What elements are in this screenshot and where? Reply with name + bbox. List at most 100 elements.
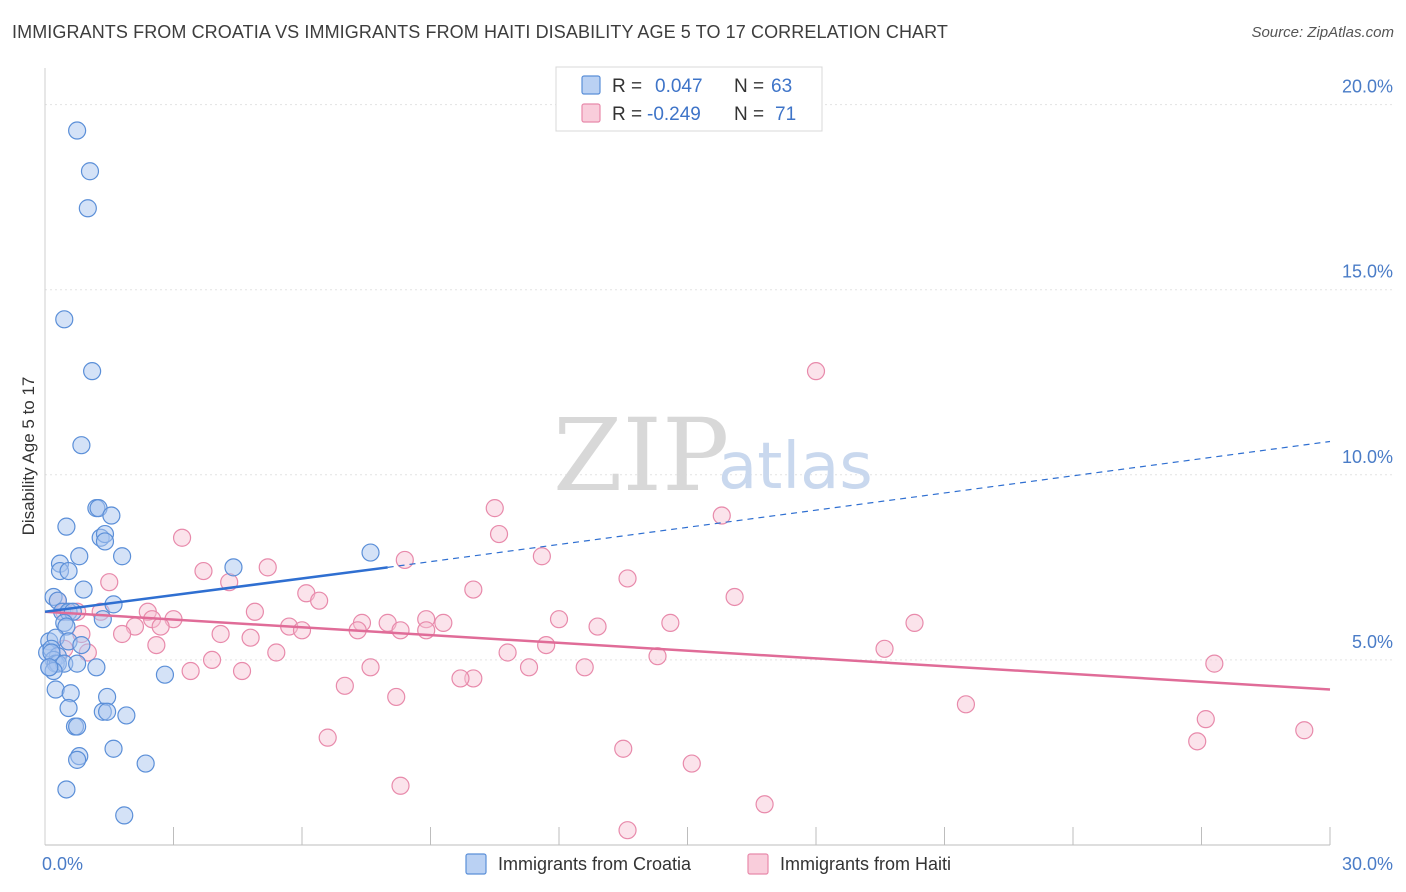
- haiti-point: [575, 658, 594, 677]
- croatia-point: [72, 635, 91, 655]
- haiti-point: [267, 643, 286, 662]
- x-tick-label-right: 30.0%: [1342, 854, 1393, 874]
- croatia-point: [78, 199, 97, 218]
- croatia-point: [224, 558, 243, 577]
- croatia-point: [117, 706, 136, 725]
- croatia-r-value: 0.047: [655, 76, 703, 97]
- haiti-point: [211, 624, 230, 644]
- croatia-point: [155, 665, 175, 684]
- haiti-point: [335, 676, 354, 695]
- trend-lines: [44, 440, 1331, 691]
- croatia-point: [361, 543, 380, 562]
- axes: 5.0% 10.0% 15.0% 20.0% 0.0% 30.0%: [42, 68, 1393, 874]
- haiti-r-label: R =: [612, 104, 642, 125]
- source-label: Source: ZipAtlas.com: [1251, 24, 1394, 41]
- croatia-point: [83, 362, 102, 381]
- croatia-trend-line: [44, 566, 388, 614]
- y-tick-label: 5.0%: [1352, 632, 1393, 652]
- croatia-point: [55, 310, 74, 329]
- y-tick-label: 10.0%: [1342, 447, 1393, 467]
- watermark-zip: ZIP: [553, 397, 729, 514]
- y-axis-title: Disability Age 5 to 17: [19, 377, 38, 536]
- haiti-point: [618, 569, 637, 588]
- croatia-point: [68, 750, 87, 769]
- haiti-point: [172, 528, 192, 547]
- watermark: ZIP atlas: [553, 397, 873, 514]
- croatia-point: [93, 610, 112, 629]
- croatia-point: [98, 702, 117, 721]
- haiti-point: [614, 739, 633, 758]
- croatia-point: [95, 532, 115, 551]
- haiti-point: [100, 573, 119, 592]
- haiti-point: [181, 661, 200, 681]
- haiti-point: [725, 587, 744, 607]
- croatia-point: [40, 658, 59, 677]
- haiti-point: [1205, 654, 1224, 673]
- haiti-point: [1196, 710, 1215, 729]
- croatia-point: [115, 806, 134, 825]
- haiti-n-label: N =: [734, 104, 764, 125]
- haiti-point: [151, 617, 170, 636]
- croatia-point: [57, 517, 76, 536]
- croatia-legend-swatch: [581, 75, 601, 95]
- haiti-n-value: 71: [775, 104, 796, 125]
- haiti-bottom-swatch: [747, 853, 769, 875]
- haiti-point: [292, 621, 312, 640]
- croatia-n-value: 63: [771, 76, 792, 97]
- haiti-point: [875, 639, 894, 658]
- haiti-point: [956, 695, 976, 714]
- croatia-point: [46, 680, 65, 699]
- haiti-point: [519, 658, 539, 677]
- croatia-point: [59, 698, 78, 718]
- haiti-point: [549, 610, 569, 629]
- haiti-point: [712, 506, 731, 525]
- haiti-point: [498, 643, 517, 662]
- y-tick-label: 20.0%: [1342, 77, 1393, 97]
- croatia-point: [57, 780, 76, 799]
- croatia-point: [61, 684, 80, 703]
- haiti-point: [112, 624, 132, 644]
- haiti-r-value: -0.249: [647, 104, 701, 125]
- haiti-point: [464, 669, 483, 688]
- haiti-point: [202, 650, 222, 670]
- haiti-point: [1295, 721, 1314, 740]
- croatia-point: [68, 121, 87, 140]
- croatia-point: [42, 643, 61, 662]
- haiti-point: [618, 821, 637, 840]
- haiti-point: [147, 635, 166, 655]
- haiti-point: [318, 728, 337, 747]
- croatia-point: [72, 436, 91, 455]
- stats-legend: R = 0.047 N = 63 R = -0.249 N = 71: [555, 66, 823, 132]
- croatia-point: [59, 561, 78, 581]
- croatia-point: [87, 658, 106, 677]
- croatia-n-label: N =: [734, 76, 764, 97]
- watermark-atlas: atlas: [718, 430, 873, 504]
- croatia-point: [68, 717, 87, 736]
- haiti-point: [451, 669, 470, 688]
- haiti-point: [489, 524, 509, 544]
- haiti-point: [661, 613, 680, 632]
- haiti-point: [532, 547, 551, 566]
- croatia-points: [38, 121, 380, 825]
- haiti-point: [245, 602, 264, 621]
- haiti-legend-swatch: [581, 103, 601, 123]
- croatia-point: [68, 654, 87, 673]
- haiti-trend-line: [44, 610, 1331, 691]
- croatia-point: [74, 580, 93, 599]
- chart-title: IMMIGRANTS FROM CROATIA VS IMMIGRANTS FR…: [12, 22, 949, 42]
- croatia-bottom-swatch: [465, 853, 487, 875]
- haiti-point: [361, 658, 380, 677]
- haiti-point: [1188, 732, 1207, 751]
- haiti-point: [258, 558, 277, 577]
- haiti-series-name: Immigrants from Haiti: [780, 854, 951, 874]
- haiti-point: [682, 754, 701, 773]
- croatia-point: [104, 739, 123, 758]
- gridlines: [45, 104, 1395, 661]
- haiti-point: [232, 661, 252, 681]
- croatia-point: [112, 547, 132, 566]
- croatia-point: [136, 754, 155, 773]
- croatia-trend-extension: [387, 440, 1331, 568]
- croatia-series-name: Immigrants from Croatia: [498, 854, 692, 874]
- haiti-point: [485, 499, 504, 518]
